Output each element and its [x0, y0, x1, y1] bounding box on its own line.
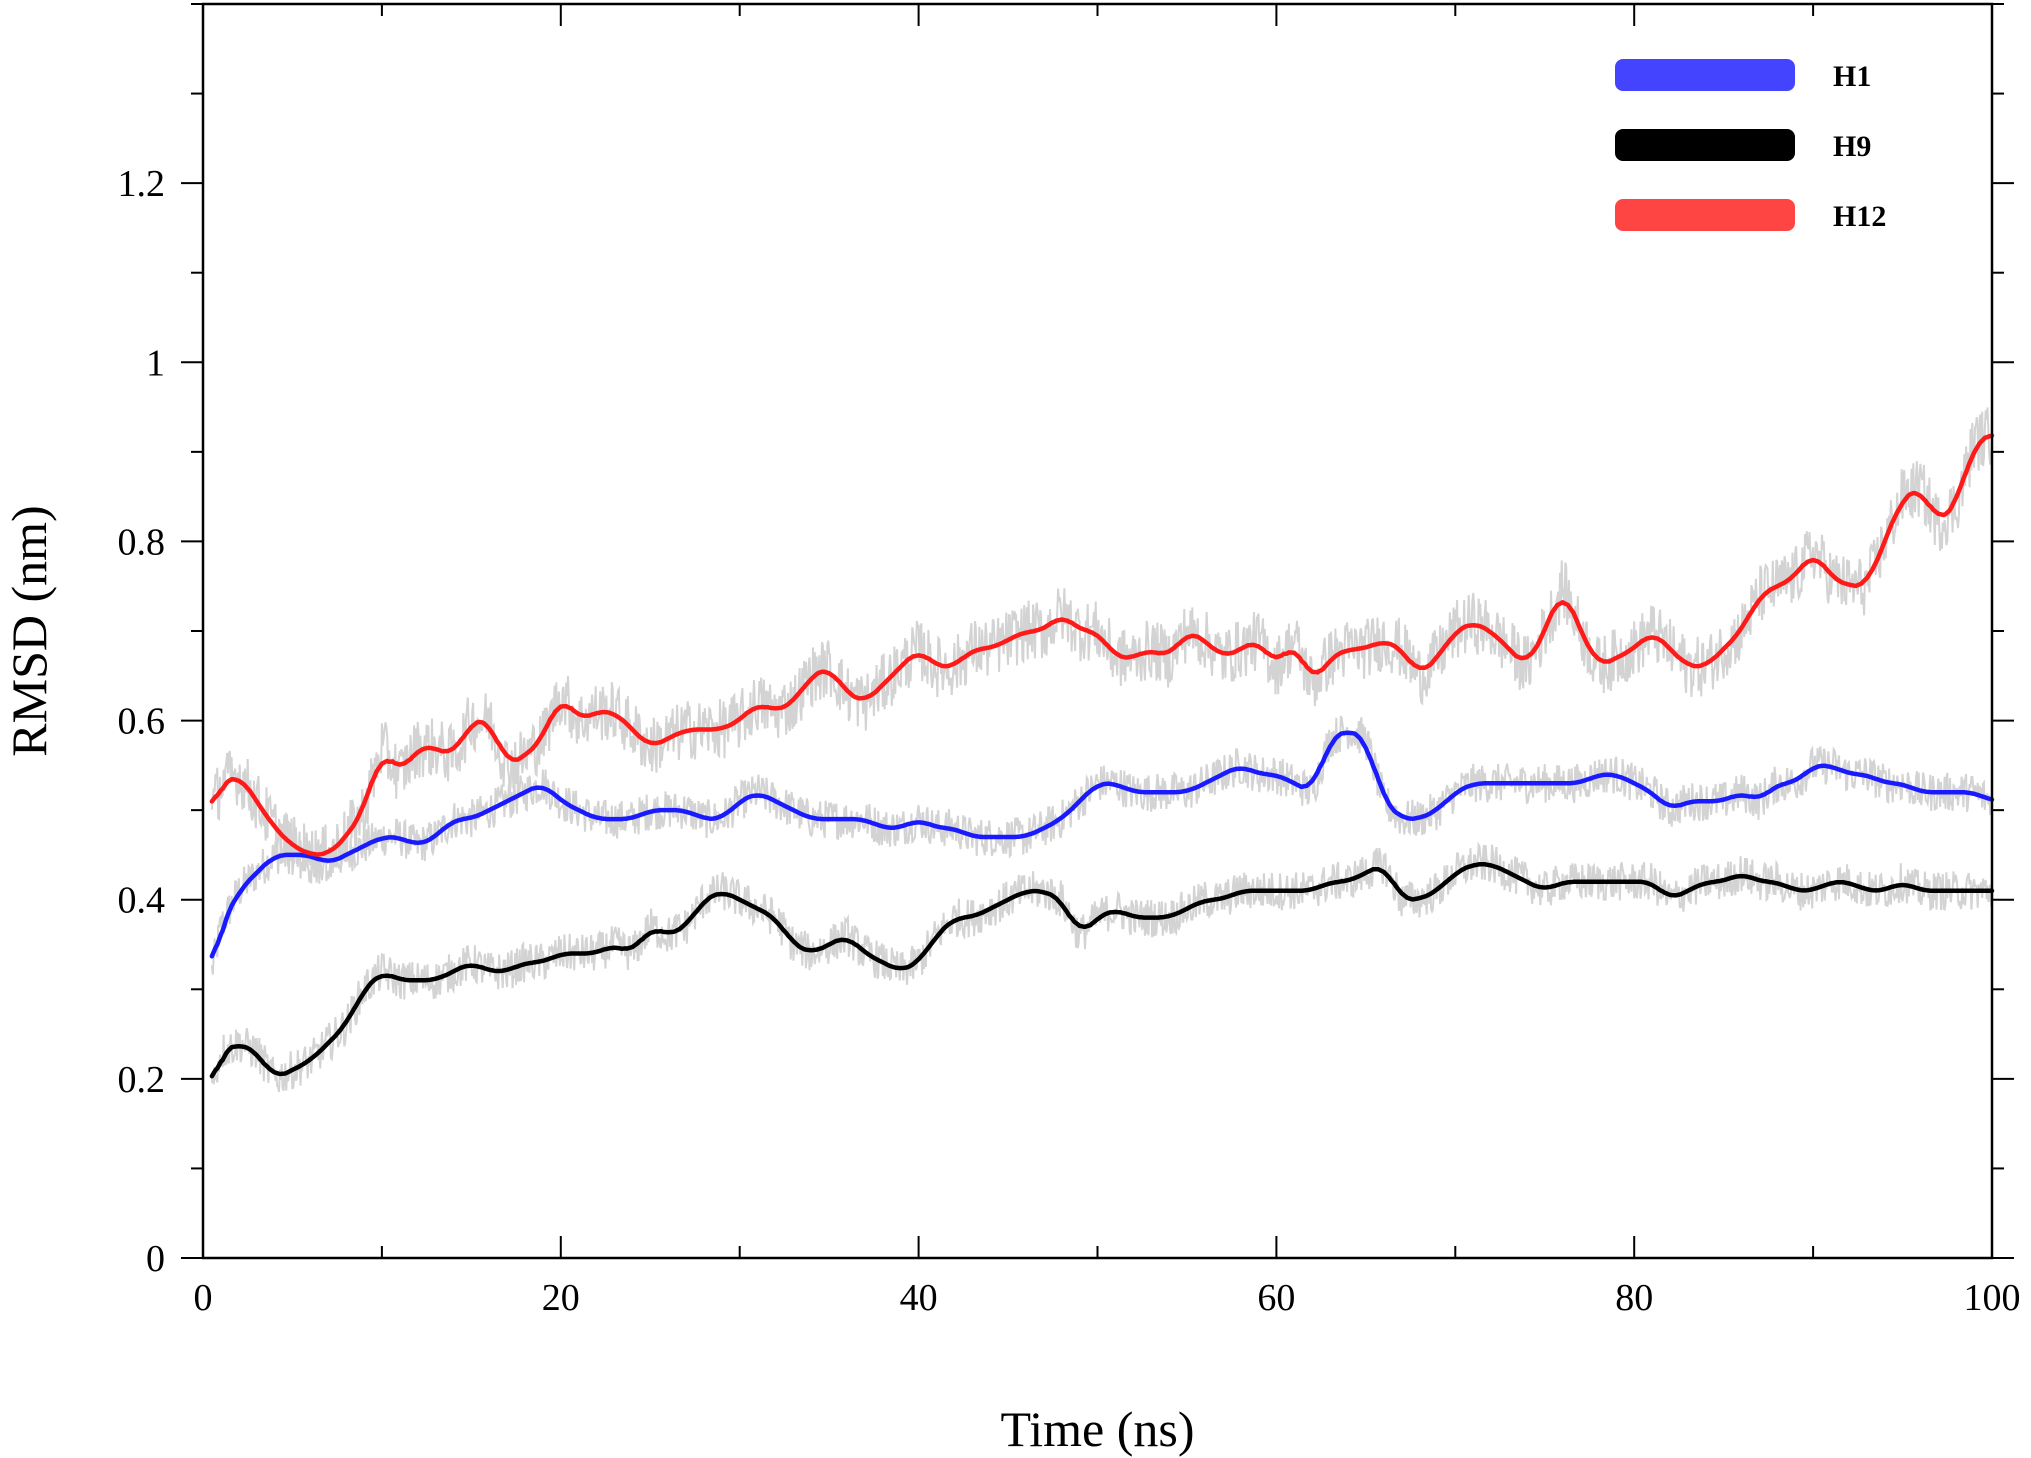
x-tick-label: 0: [194, 1277, 213, 1319]
raw-trace-h9: [210, 841, 1993, 1093]
x-axis-title: Time (ns): [1000, 1401, 1194, 1457]
x-tick-label: 80: [1615, 1277, 1653, 1319]
y-tick-label: 0: [146, 1238, 165, 1280]
y-tick-label: 1: [146, 342, 165, 384]
x-tick-label: 60: [1257, 1277, 1295, 1319]
legend-swatch-h9: [1615, 129, 1795, 161]
y-tick-label: 1.2: [118, 163, 166, 205]
legend-swatch-h1: [1615, 59, 1795, 91]
raw-trace-h1: [210, 715, 1993, 975]
series-line-h12: [209, 433, 1995, 857]
y-tick-label: 0.6: [118, 701, 166, 743]
x-tick-label: 40: [900, 1277, 938, 1319]
legend-label-h1: H1: [1833, 60, 1871, 93]
y-tick-label: 0.4: [118, 880, 166, 922]
y-tick-label: 0.8: [118, 521, 166, 563]
legend-label-h12: H12: [1833, 200, 1886, 233]
series-lines: [209, 433, 1995, 1079]
legend-swatch-h12: [1615, 199, 1795, 231]
y-axis-ticks: 0 0.2 0.4 0.6 0.8 1 1.2: [118, 3, 2014, 1280]
raw-trace-h12: [210, 407, 1993, 884]
series-line-h1: [209, 730, 1995, 959]
y-tick-label: 0.2: [118, 1059, 166, 1101]
x-axis-ticks: 0 20 40 60 80 100: [194, 4, 2021, 1319]
legend: H1 H9 H12: [1615, 59, 1886, 233]
x-tick-label: 100: [1964, 1277, 2021, 1319]
raw-noise-traces: [210, 407, 1993, 1093]
legend-label-h9: H9: [1833, 130, 1871, 163]
x-tick-label: 20: [542, 1277, 580, 1319]
y-axis-title: RMSD (nm): [1, 505, 57, 756]
series-line-h9: [209, 861, 1995, 1079]
